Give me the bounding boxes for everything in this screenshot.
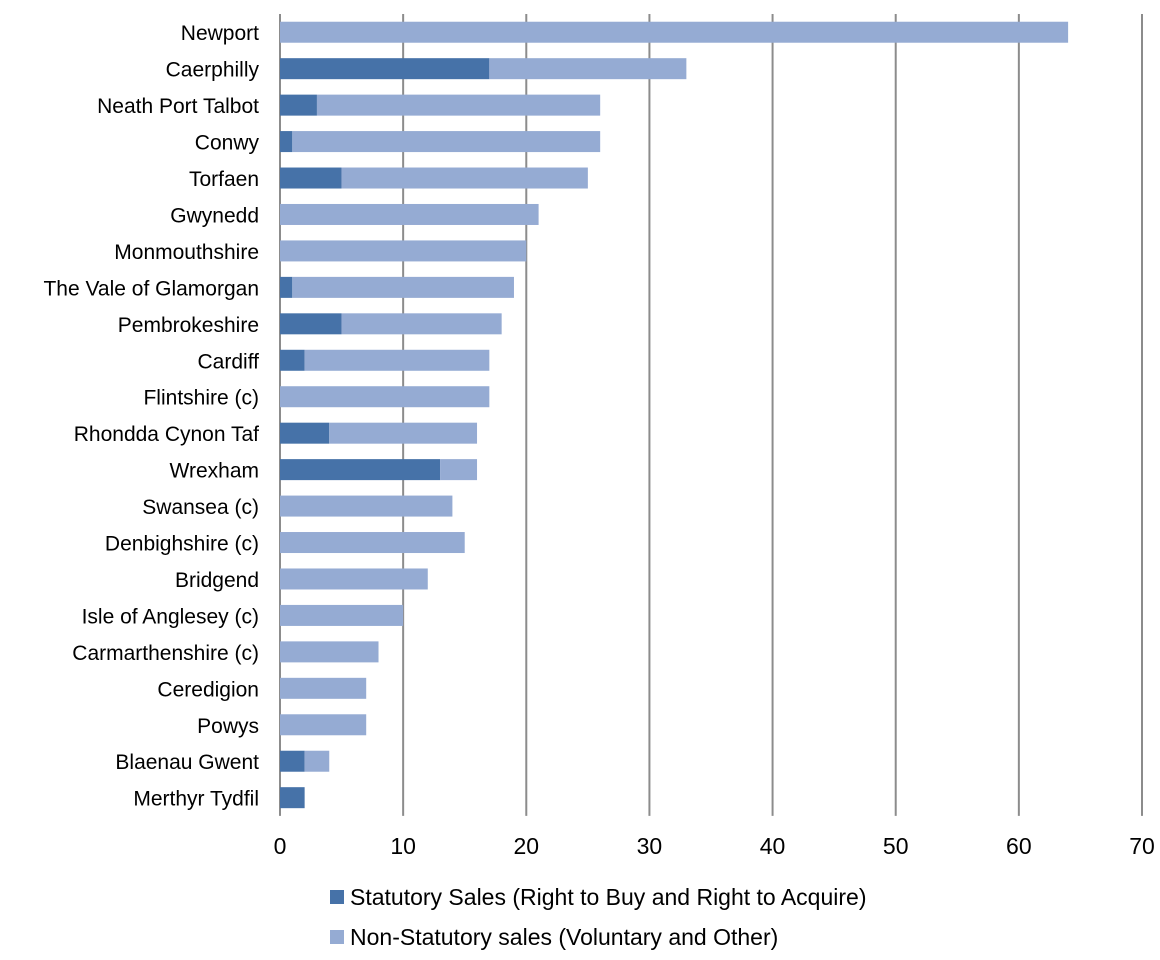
category-label: Blaenau Gwent bbox=[115, 751, 259, 774]
category-label: Newport bbox=[181, 22, 259, 45]
legend-label-statutory: Statutory Sales (Right to Buy and Right … bbox=[350, 883, 867, 910]
category-label: Neath Port Talbot bbox=[97, 95, 259, 118]
category-label: Gwynedd bbox=[170, 204, 259, 227]
bar-non-statutory bbox=[292, 131, 601, 153]
category-label: Isle of Anglesey (c) bbox=[82, 605, 259, 628]
bar-non-statutory bbox=[280, 21, 1069, 43]
bar-non-statutory bbox=[280, 386, 490, 408]
category-label: Caerphilly bbox=[166, 59, 260, 82]
bar-chart: Newport Caerphilly Neath Port Talbot Conwy T… bbox=[43, 14, 1155, 859]
legend-swatch-non-statutory bbox=[330, 930, 344, 944]
bar-non-statutory bbox=[292, 276, 514, 298]
category-label: Ceredigion bbox=[157, 678, 259, 701]
bar-statutory bbox=[280, 167, 342, 189]
category-label: Torfaen bbox=[189, 168, 259, 191]
bar-non-statutory bbox=[329, 422, 478, 444]
x-tick-label: 50 bbox=[883, 833, 909, 859]
category-label: Bridgend bbox=[175, 569, 259, 592]
bar-non-statutory bbox=[440, 459, 478, 481]
category-label: Conwy bbox=[195, 132, 260, 155]
x-tick-labels: 0 10 20 30 40 50 60 70 bbox=[274, 833, 1155, 859]
bar-non-statutory bbox=[280, 641, 379, 663]
bar-statutory bbox=[280, 276, 293, 298]
category-label: The Vale of Glamorgan bbox=[43, 277, 259, 300]
legend-item-statutory: Statutory Sales (Right to Buy and Right … bbox=[330, 880, 867, 914]
bar-non-statutory bbox=[280, 203, 539, 225]
bar-non-statutory bbox=[341, 167, 588, 189]
bar-statutory bbox=[280, 94, 317, 116]
category-label: Rhondda Cynon Taf bbox=[74, 423, 259, 446]
bar-non-statutory bbox=[304, 750, 330, 772]
bar-statutory bbox=[280, 422, 330, 444]
bar-non-statutory bbox=[280, 677, 367, 699]
category-label: Pembrokeshire bbox=[118, 314, 259, 337]
bar-statutory bbox=[280, 349, 305, 371]
bar-statutory bbox=[280, 58, 490, 80]
bar-non-statutory bbox=[489, 58, 687, 80]
category-label: Powys bbox=[197, 715, 259, 738]
bars bbox=[280, 21, 1069, 809]
bar-statutory bbox=[280, 787, 305, 809]
category-label: Cardiff bbox=[198, 350, 260, 373]
bar-statutory bbox=[280, 459, 441, 481]
legend-swatch-statutory bbox=[330, 890, 344, 904]
bar-statutory bbox=[280, 131, 293, 153]
bar-non-statutory bbox=[280, 532, 465, 554]
x-tick-label: 10 bbox=[390, 833, 416, 859]
x-tick-label: 40 bbox=[760, 833, 786, 859]
bar-non-statutory bbox=[316, 94, 601, 116]
category-label: Merthyr Tydfil bbox=[133, 788, 259, 811]
legend-item-non-statutory: Non-Statutory sales (Voluntary and Other… bbox=[330, 920, 867, 954]
bar-statutory bbox=[280, 313, 342, 335]
x-tick-label: 30 bbox=[637, 833, 663, 859]
bar-non-statutory bbox=[304, 349, 490, 371]
category-labels: Newport Caerphilly Neath Port Talbot Conwy T… bbox=[43, 22, 259, 810]
category-label: Swansea (c) bbox=[142, 496, 259, 519]
category-label: Carmarthenshire (c) bbox=[72, 642, 259, 665]
legend-label-non-statutory: Non-Statutory sales (Voluntary and Other… bbox=[350, 923, 779, 950]
bar-non-statutory bbox=[280, 240, 527, 262]
bar-non-statutory bbox=[341, 313, 502, 335]
category-label: Flintshire (c) bbox=[143, 387, 259, 410]
category-label: Wrexham bbox=[170, 460, 259, 483]
bar-non-statutory bbox=[280, 714, 367, 736]
category-label: Monmouthshire bbox=[114, 241, 259, 264]
x-tick-label: 20 bbox=[513, 833, 539, 859]
bar-statutory bbox=[280, 750, 305, 772]
category-label: Denbighshire (c) bbox=[105, 533, 259, 556]
x-tick-label: 60 bbox=[1006, 833, 1032, 859]
bar-non-statutory bbox=[280, 568, 428, 590]
bar-non-statutory bbox=[280, 604, 404, 626]
legend: Statutory Sales (Right to Buy and Right … bbox=[330, 880, 867, 960]
x-tick-label: 0 bbox=[274, 833, 287, 859]
bar-non-statutory bbox=[280, 495, 453, 517]
x-tick-label: 70 bbox=[1129, 833, 1155, 859]
